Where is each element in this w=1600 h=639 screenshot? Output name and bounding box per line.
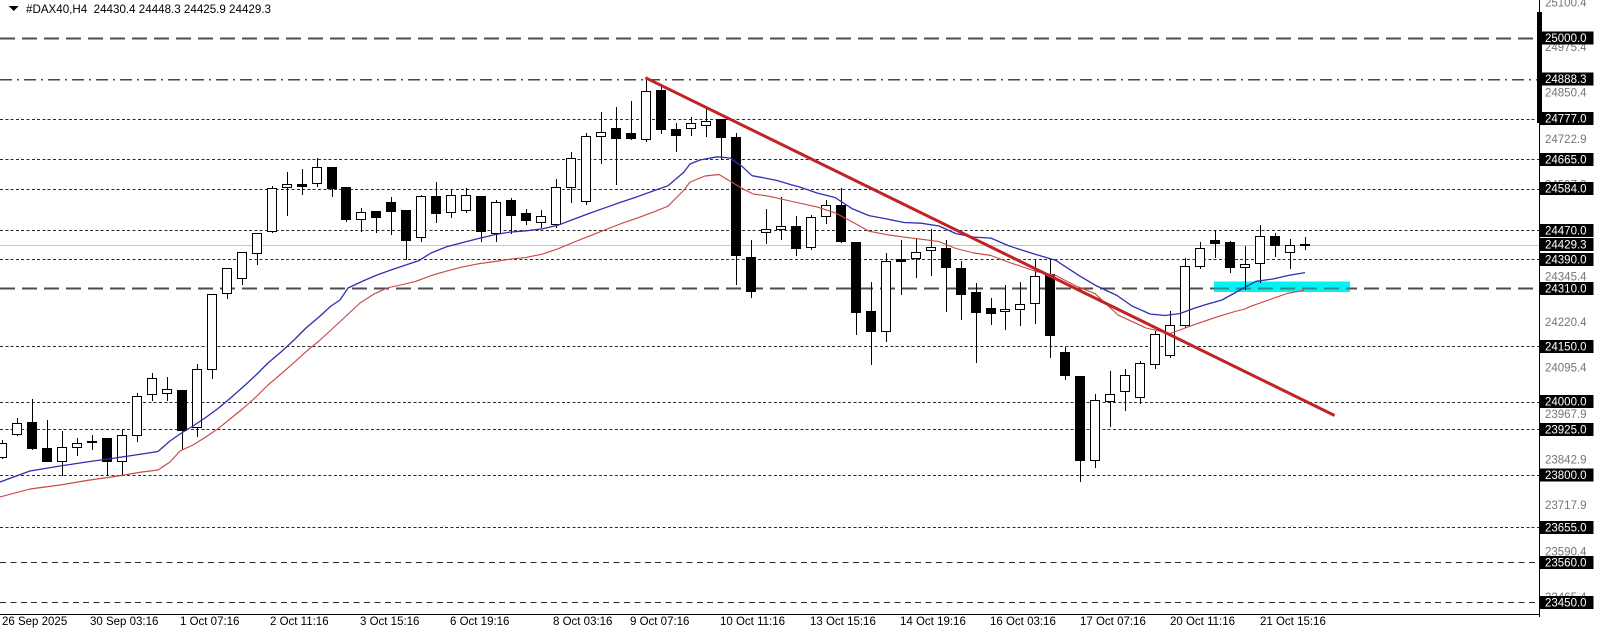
svg-text:24975.4: 24975.4 [1545, 42, 1587, 54]
svg-text:23925.0: 23925.0 [1545, 424, 1587, 436]
svg-text:24150.0: 24150.0 [1545, 341, 1587, 353]
svg-text:9 Oct 07:16: 9 Oct 07:16 [630, 616, 689, 628]
svg-text:24888.3: 24888.3 [1545, 74, 1587, 86]
svg-text:17 Oct 07:16: 17 Oct 07:16 [1080, 616, 1146, 628]
svg-text:23655.0: 23655.0 [1545, 522, 1587, 534]
svg-text:16 Oct 03:16: 16 Oct 03:16 [990, 616, 1056, 628]
svg-text:1 Oct 07:16: 1 Oct 07:16 [180, 616, 239, 628]
svg-text:24310.0: 24310.0 [1545, 283, 1587, 295]
svg-text:21 Oct 15:16: 21 Oct 15:16 [1260, 616, 1326, 628]
svg-text:13 Oct 15:16: 13 Oct 15:16 [810, 616, 876, 628]
svg-text:24777.0: 24777.0 [1545, 114, 1587, 126]
svg-text:23800.0: 23800.0 [1545, 470, 1587, 482]
svg-text:8 Oct 03:16: 8 Oct 03:16 [553, 616, 612, 628]
svg-text:20 Oct 11:16: 20 Oct 11:16 [1170, 616, 1235, 628]
svg-text:2 Oct 11:16: 2 Oct 11:16 [270, 616, 329, 628]
svg-text:23590.4: 23590.4 [1545, 546, 1587, 558]
svg-text:14 Oct 19:16: 14 Oct 19:16 [900, 616, 966, 628]
svg-text:24345.4: 24345.4 [1545, 272, 1587, 284]
svg-text:25100.4: 25100.4 [1545, 0, 1587, 10]
svg-text:25000.0: 25000.0 [1545, 33, 1587, 45]
svg-text:30 Sep 03:16: 30 Sep 03:16 [90, 616, 158, 628]
svg-text:24722.9: 24722.9 [1545, 134, 1587, 146]
svg-text:24429.3: 24429.3 [1545, 240, 1587, 252]
svg-text:3 Oct 15:16: 3 Oct 15:16 [360, 616, 419, 628]
svg-text:24000.0: 24000.0 [1545, 397, 1587, 409]
svg-text:24220.4: 24220.4 [1545, 317, 1587, 329]
svg-text:24390.0: 24390.0 [1545, 254, 1587, 266]
svg-text:23560.0: 23560.0 [1545, 557, 1587, 569]
svg-text:24095.4: 24095.4 [1545, 363, 1587, 375]
svg-text:6 Oct 19:16: 6 Oct 19:16 [450, 616, 509, 628]
svg-text:23842.9: 23842.9 [1545, 454, 1587, 466]
svg-text:23967.9: 23967.9 [1545, 409, 1587, 421]
svg-text:#DAX40,H4 24430.4 24448.3 244: #DAX40,H4 24430.4 24448.3 24425.9 24429.… [26, 3, 271, 16]
svg-text:10 Oct 11:16: 10 Oct 11:16 [720, 616, 785, 628]
svg-text:26 Sep 2025: 26 Sep 2025 [2, 616, 67, 628]
svg-text:24665.0: 24665.0 [1545, 154, 1587, 166]
svg-text:24584.0: 24584.0 [1545, 184, 1587, 196]
svg-text:23717.9: 23717.9 [1545, 500, 1587, 512]
svg-text:24470.0: 24470.0 [1545, 225, 1587, 237]
svg-text:23450.0: 23450.0 [1545, 597, 1587, 609]
svg-text:24850.4: 24850.4 [1545, 88, 1587, 100]
